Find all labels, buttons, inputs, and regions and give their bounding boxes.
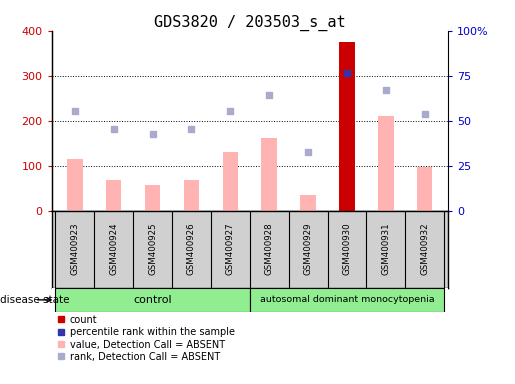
Text: GSM400923: GSM400923	[71, 223, 79, 275]
Bar	[222, 152, 238, 210]
Point	[265, 91, 273, 98]
Point	[421, 111, 429, 117]
Text: GSM400930: GSM400930	[342, 223, 351, 275]
Text: GSM400926: GSM400926	[187, 223, 196, 275]
Bar	[184, 180, 199, 210]
Text: GSM400928: GSM400928	[265, 223, 273, 275]
Bar	[339, 42, 355, 210]
Bar	[262, 138, 277, 210]
Point	[71, 108, 79, 114]
Point	[187, 126, 196, 132]
Bar	[145, 184, 160, 210]
Bar	[417, 167, 433, 210]
Text: GSM400929: GSM400929	[303, 223, 313, 275]
Bar	[106, 180, 122, 210]
Point	[304, 149, 312, 155]
Text: GSM400924: GSM400924	[109, 223, 118, 275]
Text: disease state: disease state	[0, 295, 70, 305]
Bar	[378, 116, 393, 210]
Bar	[67, 159, 82, 210]
Text: GSM400932: GSM400932	[420, 223, 429, 275]
Point	[226, 108, 234, 114]
Point	[148, 131, 157, 137]
Title: GDS3820 / 203503_s_at: GDS3820 / 203503_s_at	[154, 15, 346, 31]
Text: GSM400931: GSM400931	[381, 223, 390, 275]
Point	[110, 126, 118, 132]
Text: control: control	[133, 295, 172, 305]
Bar	[300, 195, 316, 210]
Bar	[250, 288, 444, 312]
Bar	[56, 288, 250, 312]
Point	[343, 70, 351, 76]
Legend: count, percentile rank within the sample, value, Detection Call = ABSENT, rank, : count, percentile rank within the sample…	[56, 314, 236, 363]
Point	[382, 87, 390, 93]
Text: GSM400927: GSM400927	[226, 223, 235, 275]
Text: autosomal dominant monocytopenia: autosomal dominant monocytopenia	[260, 295, 434, 305]
Text: GSM400925: GSM400925	[148, 223, 157, 275]
